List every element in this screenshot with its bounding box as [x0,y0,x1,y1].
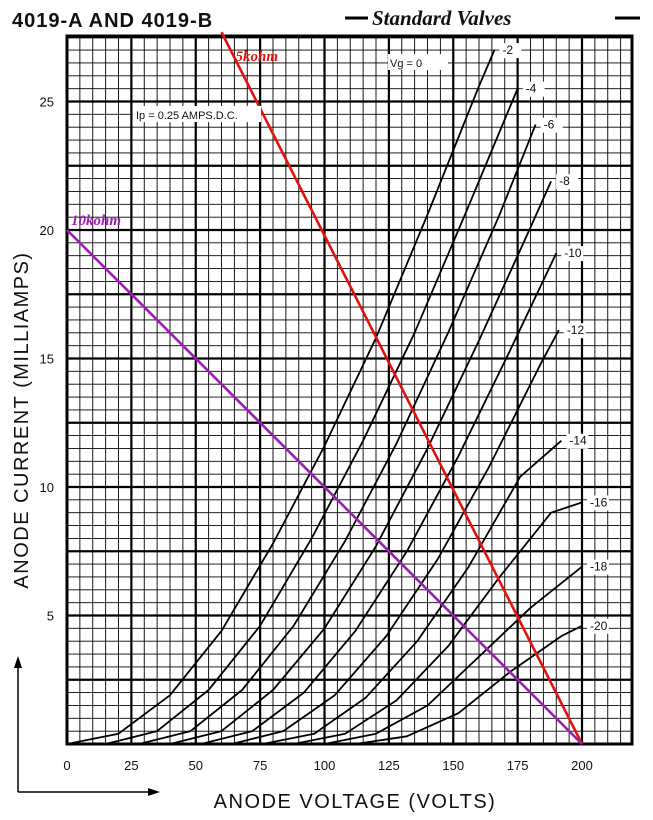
vg0-annotation: Vg = 0 [390,58,422,70]
x-tick-label: 100 [314,758,336,773]
curve-label-bg [499,43,522,59]
curve-label-bg [587,495,609,511]
curve-label-vg-4: -4 [526,82,537,96]
characteristic-curves [66,49,583,745]
ip-annotation: Ip = 0.25 AMPS.D.C. [136,110,238,122]
x-tick-label: 25 [124,758,138,773]
curve-vg-4 [105,88,519,745]
curve-label-vg-14: -14 [569,434,587,448]
x-tick-label: 175 [507,758,529,773]
curve-vg-10 [200,252,558,745]
load-line-label-5kohm: 5kohm [236,49,279,65]
curve-label-vg-12: -12 [567,323,585,337]
load-lines: 5kohm 10kohm [66,31,584,745]
y-tick-label: 25 [40,95,54,110]
grid [67,36,632,744]
curve-label-bg [566,433,589,449]
y-tick-label: 20 [40,223,54,238]
x-tick-label: 125 [378,758,400,773]
y-tick-label: 5 [47,609,54,624]
x-tick-label: 0 [63,758,70,773]
vg0-annotation-bg [388,54,448,70]
curve-label-bg [587,559,609,575]
axis-arrows [14,656,160,796]
curve-label-bg [556,174,579,190]
title-right: Standard Valves [372,6,511,30]
title-left: 4019-A AND 4019-B [12,10,213,32]
curve-label-bg [587,618,609,634]
y-tick-label: 10 [40,480,54,495]
curve-label-vg-16: -16 [590,495,608,509]
curve-label-bg [563,323,586,339]
curve-vg-20 [355,624,583,745]
curve-vg-12 [231,329,560,745]
curve-vg-2 [66,49,496,745]
x-tick-label: 150 [442,758,464,773]
load-line-10kohm [66,229,583,745]
x-axis-label: ANODE VOLTAGE (VOLTS) [214,791,497,813]
y-axis-label: ANODE CURRENT (MILLIAMPS) [11,251,33,588]
curve-label-vg-10: -10 [564,246,582,260]
curve-label-vg-20: -20 [590,619,608,633]
curve-vg-6 [138,124,537,745]
curve-label-bg [522,81,545,97]
curve-vg-16 [293,501,583,745]
x-tick-label: 200 [571,758,593,773]
y-tick-label: 15 [40,352,54,367]
curve-label-bg [540,117,563,133]
curve-vg-8 [169,180,552,745]
curve-label-vg-8: -8 [559,174,570,188]
axis-ticks: 0 25 50 75 100 125 150 175 200 5 10 15 20 25 [40,95,593,774]
curve-label-vg-18: -18 [590,560,608,574]
curve-label-vg-2: -2 [502,43,513,57]
ip-annotation-bg [133,106,261,122]
curve-label-vg-6: -6 [544,118,555,132]
load-line-label-10kohm: 10kohm [71,213,121,229]
curve-vg-18 [324,565,583,745]
load-line-5kohm [220,31,584,745]
x-tick-label: 50 [189,758,203,773]
curve-label-bg [561,246,584,262]
plot-frame [65,34,634,746]
x-tick-label: 75 [253,758,267,773]
curve-vg-14 [262,440,562,745]
curve-labels: -2 -4 -6 -8 -10 -12 -14 -16 -18 -20 Vg = 0 Ip = 0.2… [133,43,609,634]
